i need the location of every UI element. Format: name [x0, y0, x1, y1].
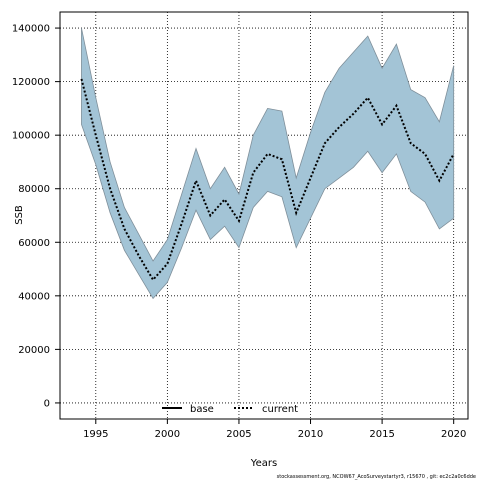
- legend-label-base: base: [190, 404, 214, 415]
- series-line-current: [80, 78, 455, 282]
- y-axis-ticks: 0 20000 40000 60000 80000 100000 120000 140000: [12, 24, 60, 409]
- x-tick-label-2020: 2020: [441, 429, 466, 440]
- legend-label-current: current: [262, 404, 298, 415]
- x-axis-title: Years: [250, 458, 277, 469]
- y-tick-label-20000: 20000: [18, 345, 50, 356]
- y-tick-label-0: 0: [44, 398, 50, 409]
- y-tick-label-60000: 60000: [18, 238, 50, 249]
- confidence-band: [81, 27, 455, 300]
- x-axis-ticks: 1995 2000 2005 2010 2015 2020: [83, 419, 466, 440]
- x-tick-label-1995: 1995: [83, 429, 108, 440]
- y-tick-label-140000: 140000: [12, 24, 50, 35]
- x-tick-label-2000: 2000: [155, 429, 180, 440]
- legend: base current: [162, 404, 298, 415]
- y-tick-label-100000: 100000: [12, 131, 50, 142]
- x-tick-label-2015: 2015: [369, 429, 394, 440]
- plot-frame: [59, 11, 469, 420]
- y-tick-label-80000: 80000: [18, 184, 50, 195]
- x-tick-label-2005: 2005: [226, 429, 251, 440]
- y-tick-label-40000: 40000: [18, 291, 50, 302]
- y-tick-label-120000: 120000: [12, 77, 50, 88]
- x-tick-label-2010: 2010: [298, 429, 323, 440]
- y-axis-title: SSB: [14, 205, 25, 225]
- footer-text: stockassessment.org, NCOW67_AcoSurveysta…: [277, 474, 476, 480]
